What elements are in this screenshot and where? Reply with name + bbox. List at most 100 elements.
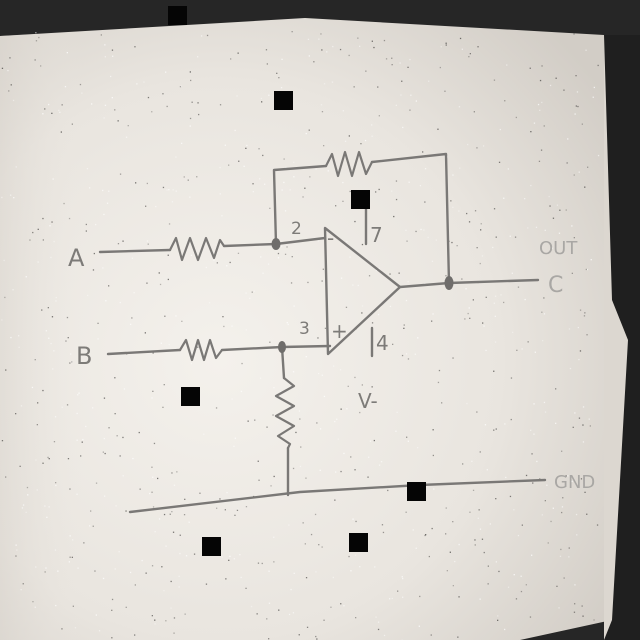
speck	[402, 126, 404, 129]
speck	[154, 531, 156, 533]
speck	[265, 49, 268, 51]
speck	[289, 189, 291, 191]
speck	[454, 560, 456, 563]
speck	[252, 183, 254, 185]
speck	[87, 294, 89, 297]
paper	[0, 18, 628, 640]
speck	[419, 595, 421, 598]
speck	[134, 584, 136, 586]
speck	[565, 209, 567, 211]
speck	[131, 317, 133, 319]
speck	[187, 179, 189, 181]
speck	[335, 205, 337, 207]
speck	[427, 236, 429, 239]
speck	[149, 492, 151, 495]
speck	[7, 69, 9, 72]
speck	[307, 281, 309, 284]
right-edge-paper	[604, 35, 628, 640]
speck	[292, 467, 295, 470]
speck	[368, 275, 371, 277]
speck	[238, 160, 240, 162]
speck	[35, 566, 37, 568]
speck	[76, 439, 78, 441]
speck	[567, 475, 569, 477]
speck	[134, 634, 136, 636]
speck	[592, 96, 594, 98]
speck	[183, 514, 186, 516]
speck	[293, 161, 295, 163]
speck	[544, 411, 547, 413]
speck	[64, 86, 67, 88]
speck	[5, 369, 7, 371]
speck	[197, 102, 199, 104]
speck	[266, 426, 268, 428]
speck	[225, 578, 227, 580]
speck	[377, 621, 380, 623]
speck	[163, 384, 165, 386]
speck	[355, 617, 357, 619]
speck	[405, 353, 408, 355]
speck	[318, 544, 320, 546]
speck	[596, 524, 599, 526]
speck	[152, 476, 154, 478]
speck	[415, 230, 417, 233]
speck	[261, 101, 263, 103]
speck	[543, 297, 545, 299]
speck	[563, 577, 565, 579]
speck	[458, 210, 460, 212]
speck	[55, 484, 57, 487]
speck	[223, 325, 225, 328]
speck	[474, 210, 477, 212]
speck	[45, 567, 47, 569]
speck	[259, 178, 261, 180]
speck	[479, 598, 481, 600]
speck	[252, 191, 254, 193]
speck	[348, 555, 350, 558]
speck	[424, 534, 426, 537]
speck	[16, 549, 18, 551]
speck	[323, 145, 325, 147]
speck	[234, 437, 236, 439]
speck	[185, 555, 188, 557]
speck	[42, 389, 44, 392]
speck	[571, 272, 573, 274]
speck	[321, 49, 323, 51]
speck	[476, 247, 478, 249]
speck	[3, 259, 5, 262]
speck	[85, 230, 87, 232]
speck	[377, 86, 379, 88]
speck	[199, 492, 201, 494]
speck	[403, 324, 405, 326]
speck	[510, 377, 513, 379]
speck	[509, 495, 512, 498]
wire-b	[106, 348, 182, 356]
speck	[319, 428, 322, 430]
speck	[469, 317, 471, 319]
resistor-b	[178, 338, 224, 362]
speck	[160, 342, 162, 344]
speck	[446, 570, 448, 572]
speck	[495, 428, 497, 430]
speck	[391, 64, 393, 66]
speck	[111, 637, 113, 639]
speck	[364, 139, 367, 142]
speck	[543, 313, 546, 315]
speck	[393, 215, 395, 218]
speck	[50, 342, 52, 345]
speck	[262, 154, 264, 157]
speck	[90, 510, 92, 512]
speck	[58, 109, 60, 112]
speck	[555, 388, 557, 390]
speck	[61, 628, 63, 630]
speck	[219, 498, 221, 500]
speck	[108, 427, 110, 429]
speck	[407, 281, 409, 283]
speck	[145, 205, 147, 207]
speck	[151, 491, 153, 493]
speck	[371, 322, 374, 324]
speck	[530, 429, 532, 431]
speck	[383, 39, 386, 42]
speck	[576, 534, 578, 536]
speck	[135, 182, 137, 184]
speck	[313, 61, 315, 63]
